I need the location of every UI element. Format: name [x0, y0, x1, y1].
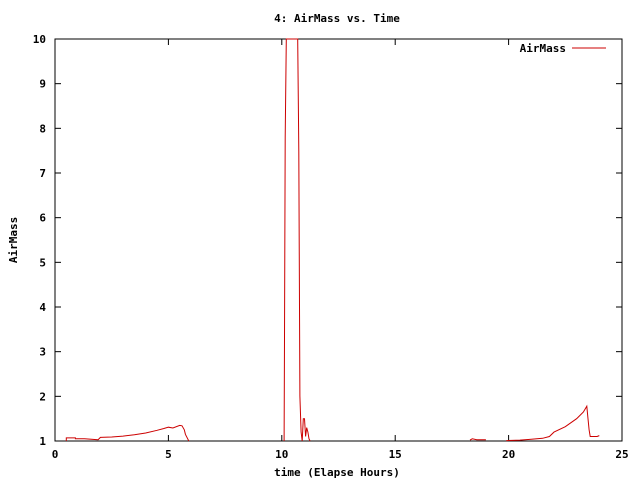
- plot-frame: [54, 38, 623, 442]
- y-tick-label: 8: [39, 122, 46, 135]
- y-tick-label: 10: [33, 33, 46, 46]
- series-airmass: [65, 38, 600, 442]
- series-line-segment: [65, 424, 190, 442]
- x-tick-label: 15: [389, 448, 402, 461]
- series-line-segment: [506, 404, 600, 442]
- x-tick-label: 25: [615, 448, 628, 461]
- series-line-segment: [469, 438, 486, 441]
- y-axis: 1 2 3 4 5 6 7 8 9 10: [33, 33, 622, 448]
- y-tick-label: 5: [39, 256, 46, 269]
- y-tick-label: 3: [39, 346, 46, 359]
- x-tick-label: 0: [52, 448, 59, 461]
- y-tick-label: 4: [39, 301, 46, 314]
- y-tick-label: 1: [39, 435, 46, 448]
- legend: AirMass: [520, 42, 606, 55]
- y-tick-label: 6: [39, 212, 46, 225]
- x-axis-label: time (Elapse Hours): [274, 466, 400, 479]
- legend-label: AirMass: [520, 42, 566, 55]
- y-axis-label: AirMass: [7, 217, 20, 263]
- x-tick-label: 5: [165, 448, 172, 461]
- x-axis: 0 5 10 15 20 25: [52, 39, 629, 461]
- y-tick-label: 9: [39, 78, 46, 91]
- series-line-segment: [283, 38, 311, 442]
- y-tick-label: 2: [39, 390, 46, 403]
- x-tick-label: 10: [275, 448, 288, 461]
- chart-title: 4: AirMass vs. Time: [274, 12, 400, 25]
- x-tick-label: 20: [502, 448, 515, 461]
- y-tick-label: 7: [39, 167, 46, 180]
